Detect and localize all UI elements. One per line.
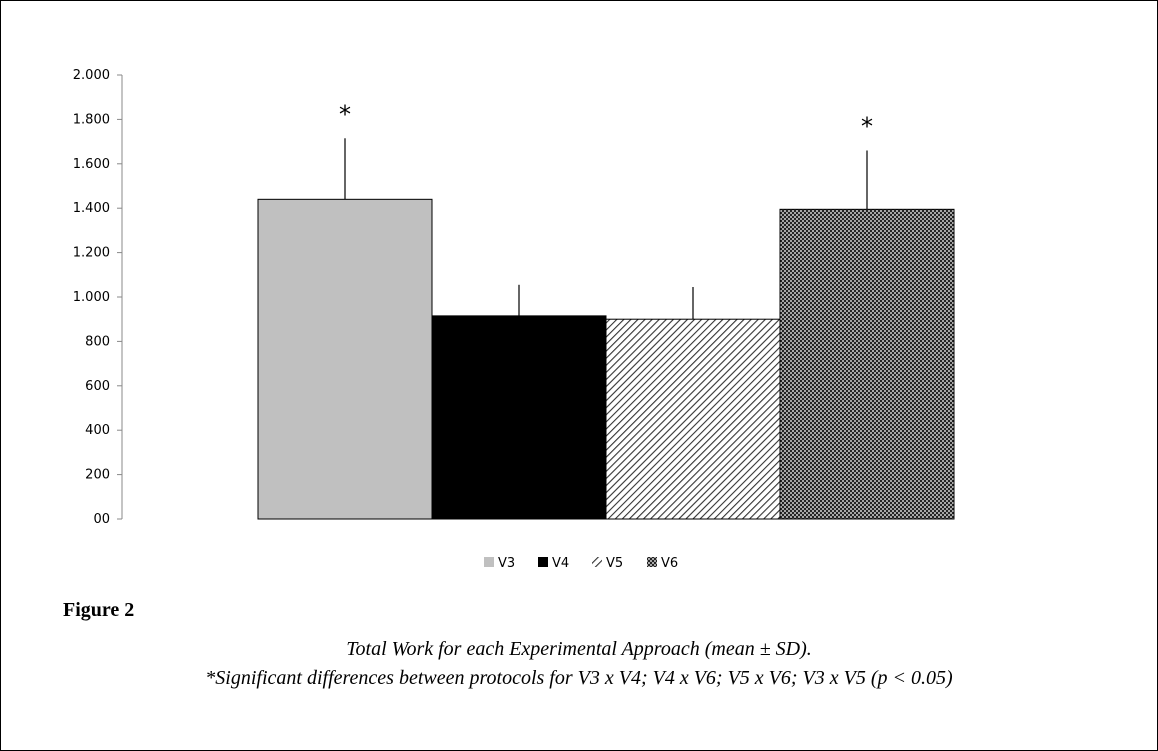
y-axis: 00 200 400 600 800 1.000 1.200 1.400 1.600 1.800 2… [73, 68, 123, 527]
y-tick-label: 1.000 [73, 290, 110, 305]
figure-caption-line-2: *Significant differences between protoco… [205, 667, 953, 689]
y-tick-label: 800 [85, 334, 110, 349]
y-tick-label: 200 [85, 468, 110, 483]
y-tick-label: 2.000 [73, 68, 110, 83]
bar-v4 [431, 315, 607, 520]
significance-marker: * [861, 112, 873, 140]
figure-label: Figure 2 [63, 599, 135, 621]
y-tick-label: 1.400 [73, 201, 110, 216]
legend-label-v4: V4 [552, 556, 569, 571]
y-tick-label: 1.600 [73, 157, 110, 172]
legend-label-v5: V5 [606, 556, 623, 571]
bars-group: * * [257, 100, 955, 520]
bar-v6 [779, 208, 955, 520]
legend-swatch-v6 [647, 557, 657, 567]
legend-swatch-v4 [538, 557, 548, 567]
legend-label-v3: V3 [498, 556, 515, 571]
bar-v5 [605, 318, 781, 520]
y-tick-label: 00 [93, 512, 110, 527]
y-tick-label: 1.200 [73, 246, 110, 261]
legend: V3 V4 V5 V6 [484, 556, 678, 571]
y-tick-label: 400 [85, 423, 110, 438]
y-tick-label: 600 [85, 379, 110, 394]
legend-label-v6: V6 [661, 556, 678, 571]
bar-chart: 00 200 400 600 800 1.000 1.200 1.400 1.600 1.800 2… [73, 68, 955, 571]
legend-swatch-v3 [484, 557, 494, 567]
figure-caption-line-1: Total Work for each Experimental Approac… [346, 638, 812, 660]
significance-marker: * [339, 100, 351, 128]
legend-swatch-v5 [592, 557, 602, 567]
bar-v3 [257, 198, 433, 520]
y-tick-label: 1.800 [73, 112, 110, 127]
